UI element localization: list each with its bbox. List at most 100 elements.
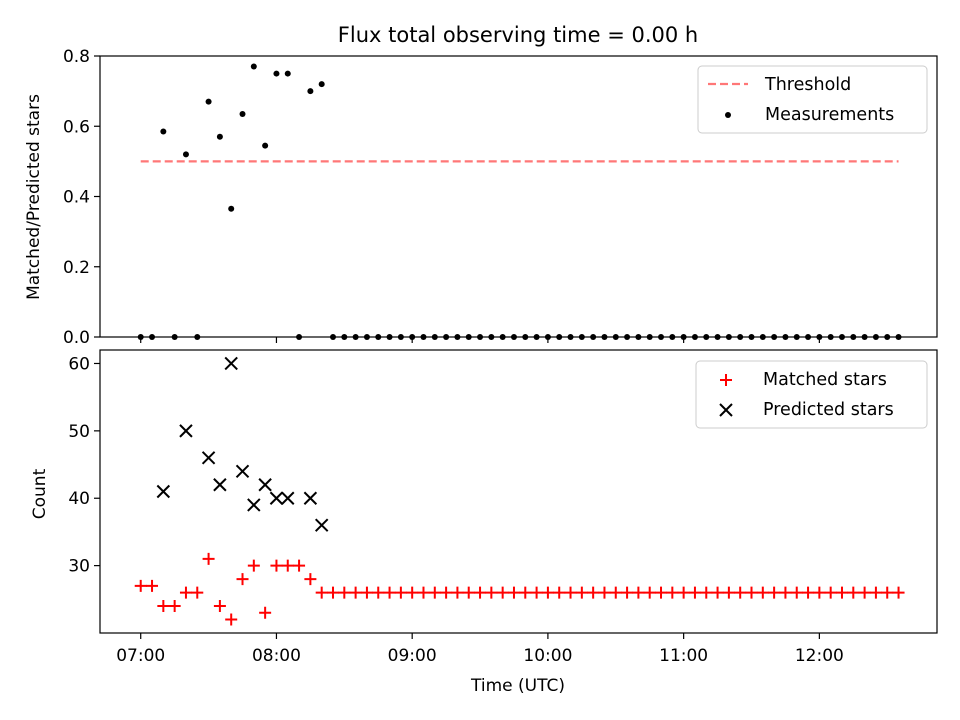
bottom-x-tick-label: 09:00	[388, 646, 437, 666]
measurement-point	[160, 128, 167, 135]
matched-star-point	[835, 586, 848, 599]
matched-star-point	[587, 586, 600, 599]
measurement-point	[601, 334, 608, 340]
bottom-y-tick-label: 40	[68, 489, 90, 509]
measurement-point	[296, 334, 303, 340]
matched-star-point	[485, 586, 498, 599]
predicted-star-point	[235, 464, 250, 478]
matched-star-point	[553, 586, 566, 599]
measurement-point	[262, 142, 269, 149]
matched-star-point	[428, 586, 441, 599]
matched-star-point	[824, 586, 837, 599]
measurement-point	[703, 334, 710, 340]
measurement-point	[352, 334, 359, 340]
bottom-y-ticks: 30 40 50 60	[68, 354, 100, 577]
top-y-tick-label: 0.6	[63, 117, 90, 137]
measurement-point	[793, 334, 800, 340]
measurement-point	[330, 334, 337, 340]
measurement-point	[838, 334, 845, 340]
matched-star-point	[462, 586, 475, 599]
top-y-tick-label: 0.2	[63, 258, 90, 278]
top-legend: Threshold Measurements	[697, 65, 928, 134]
matched-star-point	[666, 586, 679, 599]
matched-star-point	[609, 586, 622, 599]
matched-star-point	[507, 586, 520, 599]
measurement-point	[771, 334, 778, 340]
measurement-point	[341, 334, 348, 340]
predicted-star-point	[314, 518, 329, 532]
matched-star-point	[474, 586, 487, 599]
measurement-point	[680, 334, 687, 340]
bottom-x-axis-label: Time (UTC)	[470, 676, 565, 696]
matched-star-point	[847, 586, 860, 599]
matched-star-point	[247, 559, 260, 572]
matched-star-point	[304, 573, 317, 586]
measurement-point	[375, 334, 382, 340]
matched-star-point	[270, 559, 283, 572]
matched-star-point	[360, 586, 373, 599]
measurement-point	[861, 334, 868, 340]
matched-star-point	[213, 600, 226, 613]
legend-predicted-label: Predicted stars	[763, 400, 894, 420]
bottom-x-tick-label: 12:00	[795, 646, 844, 666]
bottom-y-axis-label: Count	[30, 468, 50, 519]
predicted-star-point	[213, 478, 227, 492]
matched-star-point	[259, 606, 272, 619]
bottom-y-tick-label: 60	[68, 354, 90, 374]
matched-star-point	[700, 586, 713, 599]
measurement-point	[273, 70, 280, 77]
bottom-x-ticks: 07:00 08:00 09:00 10:00 11:00 12:00	[116, 633, 844, 666]
bottom-legend: Matched stars Predicted stars	[695, 360, 928, 429]
matched-star-point	[440, 586, 453, 599]
measurement-point	[182, 151, 189, 158]
measurement-point	[567, 334, 574, 340]
measurement-point	[714, 334, 721, 340]
bottom-axes-frame	[99, 349, 938, 634]
measurement-point	[533, 334, 540, 340]
top-y-axis-label: Matched/Predicted stars	[24, 94, 44, 300]
matched-star-point	[745, 586, 758, 599]
bottom-series	[134, 356, 905, 626]
predicted-star-point	[156, 484, 171, 499]
matched-star-point	[688, 586, 701, 599]
matched-star-point	[293, 559, 306, 572]
matched-star-point	[327, 586, 340, 599]
measurement-point	[691, 334, 698, 340]
measurement-point	[884, 334, 891, 340]
matched-star-point	[632, 586, 645, 599]
matched-star-point	[711, 586, 724, 599]
matched-star-point	[519, 586, 532, 599]
measurement-point	[805, 334, 812, 340]
matched-star-point	[315, 586, 328, 599]
measurement-point	[205, 98, 212, 105]
measurement-point	[646, 334, 653, 340]
bottom-x-tick-label: 08:00	[252, 646, 301, 666]
measurement-point	[725, 334, 732, 340]
top-series	[137, 63, 902, 340]
measurement-point	[386, 334, 393, 340]
measurement-point	[624, 334, 631, 340]
predicted-star-point	[201, 451, 216, 465]
matched-star-point	[575, 586, 588, 599]
measurement-point	[578, 334, 585, 340]
measurement-point	[782, 334, 789, 340]
measurement-point	[137, 334, 144, 340]
matched-star-point	[768, 586, 781, 599]
measurement-point	[318, 81, 325, 88]
matched-star-point	[643, 586, 656, 599]
matched-star-point	[191, 586, 204, 599]
matched-star-point	[621, 586, 634, 599]
measurement-point	[658, 334, 665, 340]
measurement-point	[748, 334, 755, 340]
chart-title: Flux total observing time = 0.00 h	[338, 23, 698, 47]
matched-star-point	[881, 586, 894, 599]
measurement-point	[895, 334, 902, 340]
bottom-x-tick-label: 07:00	[116, 646, 165, 666]
measurement-point	[454, 334, 461, 340]
matched-star-point	[179, 586, 192, 599]
matched-star-point	[722, 586, 735, 599]
measurement-point	[872, 334, 879, 340]
matched-star-point	[383, 586, 396, 599]
